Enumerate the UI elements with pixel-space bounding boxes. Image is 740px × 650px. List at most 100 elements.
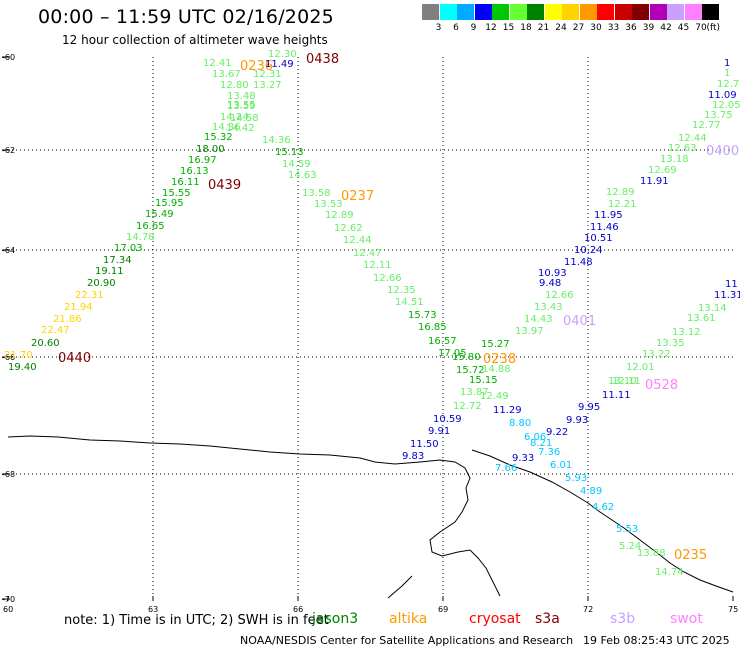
wave-height-label: 13.59 [227,101,256,112]
legend-label: 24 [555,23,567,33]
wave-height-label: 12.47 [353,248,382,259]
wave-height-label: 15.95 [155,198,184,209]
wave-height-label: 7.66 [495,463,517,474]
lat-label: -60 [2,53,15,62]
legend-label: 45 [677,23,690,33]
legend-swatch [492,4,509,20]
pass-time-label: 0528 [645,378,678,393]
satellite-s3a: s3a [535,611,560,627]
satellite-swot: swot [670,611,703,627]
wave-height-label: 16.65 [136,221,165,232]
legend-label: 27 [572,23,585,33]
wave-height-label: 13.97 [515,326,544,337]
page-subtitle: 12 hour collection of altimeter wave hei… [62,33,328,47]
wave-height-label: 9.22 [546,427,568,438]
wave-height-label: 14.59 [282,159,311,170]
satellite-jason3: jason3 [312,611,359,627]
wave-height-label: 11.31 [714,290,740,301]
lat-label: -64 [2,246,15,255]
wave-height-label: 13.10 [608,376,637,387]
lon-label: 72 [583,605,593,614]
wave-height-label: 12.7 [717,79,739,90]
pass-time-label: 0400 [706,144,739,159]
wave-height-label: 9.83 [402,451,424,462]
wave-height-label: 12.49 [480,391,509,402]
wave-height-label: 21.70 [4,350,33,361]
legend-unit: (ft) [706,23,721,33]
wave-height-label: 4.89 [580,486,602,497]
lon-label: 69 [438,605,448,614]
wave-height-label: 12.05 [712,100,740,111]
wave-height-label: 20.60 [31,338,60,349]
wave-height-label: 11.11 [602,390,631,401]
wave-height-label: 12.63 [668,143,697,154]
legend-label: 3 [435,23,442,33]
legend-label: 21 [537,23,550,33]
wave-height-label: 8.21 [530,438,552,449]
wave-height-label: 17.34 [103,255,132,266]
legend-label: 15 [502,23,515,33]
wave-height-label: 15.72 [456,365,485,376]
legend-label: 9 [470,23,477,33]
wave-height-label: 14.51 [395,297,424,308]
wave-height-label: 13.61 [687,313,716,324]
legend-label: 30 [590,23,602,33]
satellite-s3b: s3b [610,611,636,627]
wave-height-label: 1 [724,68,730,79]
wave-height-label: 11.49 [265,59,294,70]
wave-height-label: 9.93 [566,415,588,426]
wave-height-label: 15.73 [408,310,437,321]
wave-height-label: 13.67 [212,69,241,80]
wave-height-label: 4.62 [592,502,614,513]
wave-height-label: 22.47 [41,325,70,336]
wave-height-label: 13.88 [637,548,666,559]
legend-label: 39 [642,23,655,33]
legend-swatch [702,4,719,20]
wave-height-label: 11 [725,279,738,290]
legend-swatch [649,4,667,20]
wave-height-label: 12.66 [373,273,402,284]
pass-time-label: 0236 [240,59,273,74]
pass-time-label: 0401 [563,314,596,329]
wave-height-label: 12.66 [545,290,574,301]
generation-timestamp: 19 Feb 08:25:43 UTC 2025 [583,634,730,647]
legend-label: 42 [660,23,672,33]
wave-height-label: 14.43 [524,314,553,325]
legend-label: 6 [453,23,459,33]
wave-height-label: 11.46 [590,222,619,233]
wave-height-label: 11.48 [564,257,593,268]
wave-height-label: 11.91 [640,176,669,187]
satellite-cryosat: cryosat [469,611,521,627]
wave-height-label: 14.42 [226,123,255,134]
credit-line: NOAA/NESDIS Center for Satellite Applica… [240,634,574,647]
wave-height-label: 12.21 [608,199,637,210]
pass-time-label: 0439 [208,178,241,193]
wave-height-label: 15.13 [275,147,304,158]
wave-height-label: 13.87 [460,387,489,398]
wave-height-label: 14.24 [220,112,249,123]
wave-height-label: 11.09 [708,90,737,101]
pass-time-label: 0235 [674,548,707,563]
footnote: note: 1) Time is in UTC; 2) SWH is in fe… [64,613,329,628]
legend-swatch [562,4,579,20]
wave-height-label: 13.22 [642,349,671,360]
legend-swatch [614,4,632,20]
wave-height-label: 14.63 [288,170,317,181]
wave-height-label: 11.95 [594,210,623,221]
wave-height-label: 12.80 [220,80,249,91]
lat-label: -68 [2,470,15,479]
wave-height-label: 12.11 [612,376,641,387]
wave-height-label: 13.53 [314,199,343,210]
lon-label: 63 [148,605,158,614]
legend-label: 18 [520,23,532,33]
wave-height-label: 15.55 [162,188,191,199]
legend-swatch [667,4,684,20]
wave-height-label: 11.50 [410,439,439,450]
wave-height-label: 5.53 [616,524,638,535]
wave-height-label: 12.30 [268,49,297,60]
pass-time-label: 0440 [58,351,91,366]
legend-label: 33 [607,23,620,33]
legend-label: 12 [485,23,497,33]
pass-time-label: 0237 [341,189,374,204]
